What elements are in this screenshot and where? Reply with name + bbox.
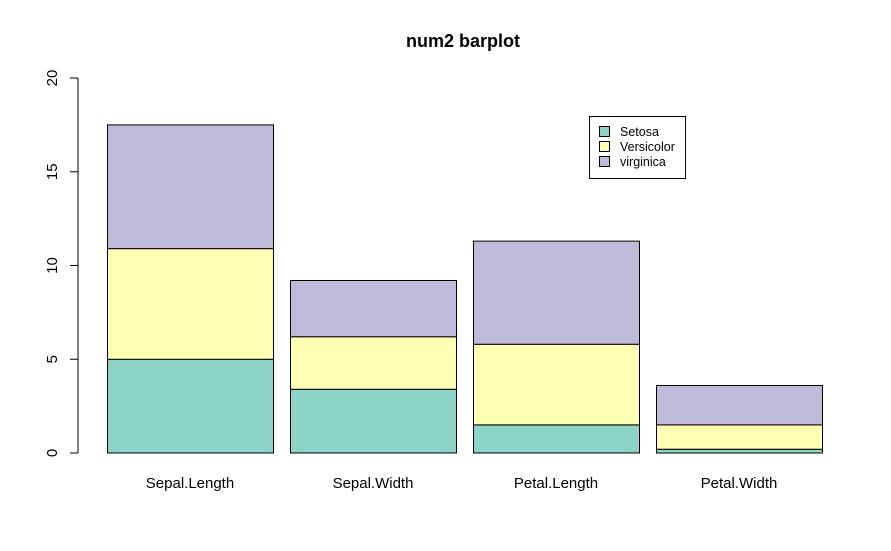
legend-swatch-setosa	[599, 126, 610, 137]
x-label-sepal-length: Sepal.Length	[146, 475, 234, 492]
x-label-sepal-width: Sepal.Width	[333, 475, 414, 492]
y-tick-label-15: 15	[44, 163, 61, 180]
bars	[107, 124, 823, 454]
bar-segment-petal-length-versicolor	[473, 343, 640, 426]
x-label-petal-width: Petal.Width	[701, 475, 778, 492]
legend-swatch-versicolor	[599, 141, 610, 152]
x-label-petal-length: Petal.Length	[514, 475, 598, 492]
bar-segment-sepal-length-virginica	[107, 124, 274, 250]
bar-segment-sepal-width-setosa	[290, 388, 457, 454]
y-tick-label-20: 20	[44, 70, 61, 87]
bar-segment-petal-width-versicolor	[656, 424, 823, 450]
bar-segment-sepal-width-virginica	[290, 280, 457, 338]
bar-segment-petal-length-virginica	[473, 240, 640, 345]
bar-segment-sepal-length-setosa	[107, 358, 274, 454]
y-tick-label-0: 0	[44, 449, 61, 457]
legend-label-setosa: Setosa	[620, 125, 659, 139]
chart-title: num2 barplot	[406, 31, 520, 51]
bar-segment-petal-length-setosa	[473, 424, 640, 454]
x-axis-labels: Sepal.Length Sepal.Width Petal.Length Petal…	[146, 475, 778, 492]
bar-segment-petal-width-setosa	[656, 448, 823, 454]
legend-swatch-virginica	[599, 156, 610, 167]
y-tick-label-5: 5	[44, 355, 61, 363]
bar-segment-sepal-length-versicolor	[107, 248, 274, 360]
bar-segment-sepal-width-versicolor	[290, 336, 457, 390]
legend-label-virginica: virginica	[620, 155, 666, 169]
y-axis: 0 5 10 15 20	[44, 70, 79, 457]
y-tick-label-10: 10	[44, 257, 61, 274]
legend-label-versicolor: Versicolor	[620, 140, 675, 154]
bar-segment-petal-width-virginica	[656, 385, 823, 426]
